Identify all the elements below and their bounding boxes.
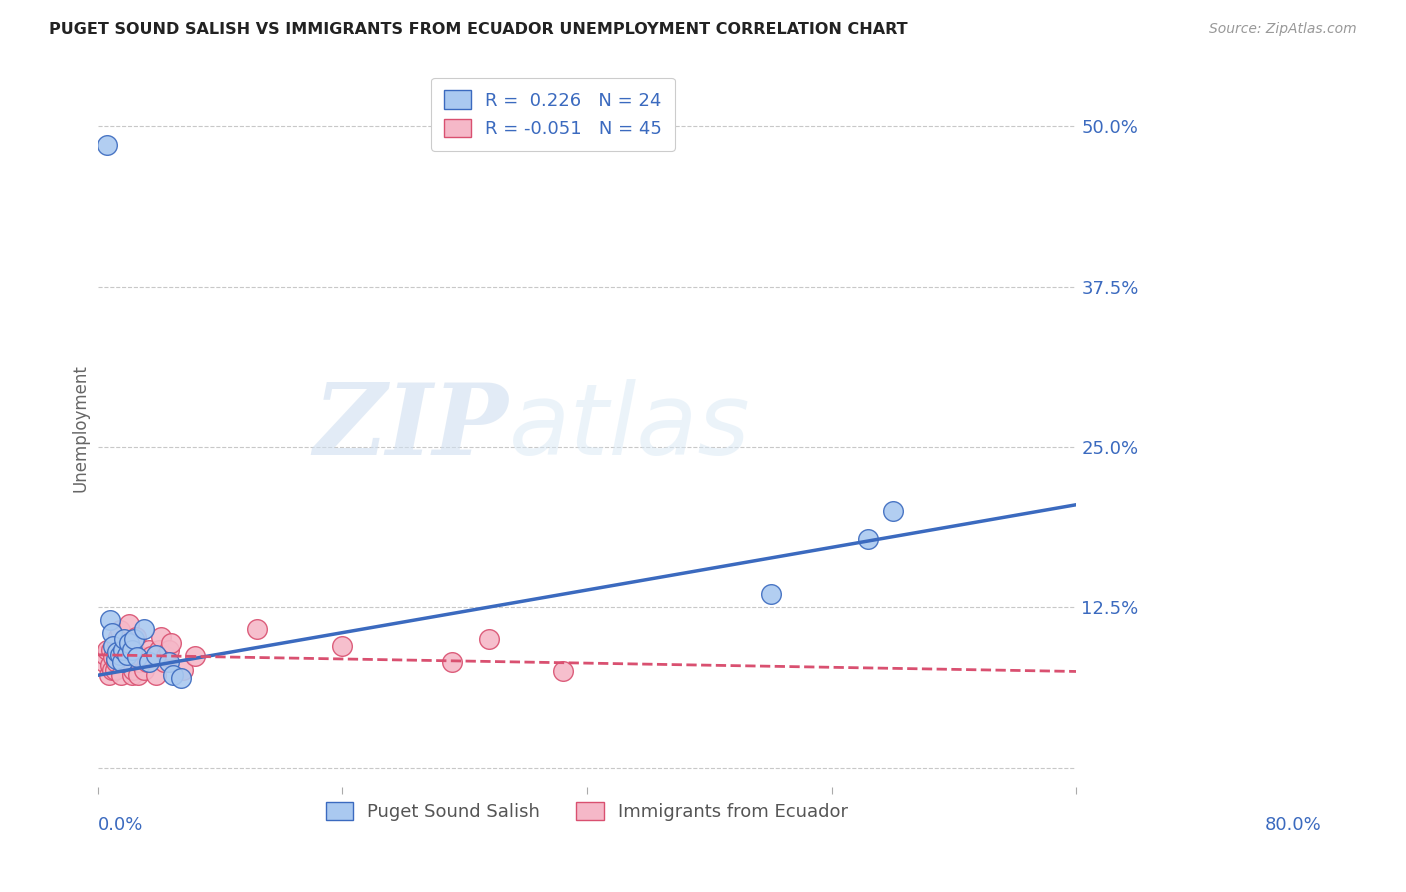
Point (101, 663, 124, 677)
Point (141, 649, 163, 664)
Point (118, 617, 141, 632)
Point (97, 668, 120, 682)
Point (124, 632, 146, 647)
Point (759, 587, 782, 601)
Point (104, 656, 127, 670)
Point (155, 649, 177, 664)
Point (858, 533, 880, 547)
Point (170, 671, 193, 685)
Point (94, 648, 117, 662)
Y-axis label: Unemployment: Unemployment (72, 364, 89, 491)
Text: 0.0%: 0.0% (97, 815, 143, 834)
Point (108, 624, 131, 638)
Point (246, 622, 269, 636)
Point (172, 663, 194, 677)
Point (101, 626, 124, 640)
Point (104, 663, 127, 677)
Point (882, 504, 904, 518)
Text: atlas: atlas (509, 379, 751, 476)
Point (138, 642, 160, 657)
Point (121, 668, 143, 682)
Point (135, 656, 157, 670)
Point (111, 656, 134, 670)
Point (441, 656, 464, 670)
Point (160, 636, 183, 650)
Point (150, 630, 173, 644)
Text: PUGET SOUND SALISH VS IMMIGRANTS FROM ECUADOR UNEMPLOYMENT CORRELATION CHART: PUGET SOUND SALISH VS IMMIGRANTS FROM EC… (49, 22, 908, 37)
Point (108, 648, 131, 662)
Point (93, 656, 115, 670)
Point (162, 668, 184, 682)
Point (103, 639, 125, 653)
Point (105, 645, 128, 659)
Point (132, 663, 155, 677)
Point (478, 632, 501, 647)
Point (115, 656, 138, 670)
Point (148, 642, 170, 657)
Point (96, 642, 118, 657)
Point (114, 642, 136, 657)
Point (110, 668, 132, 682)
Point (132, 622, 155, 636)
Point (114, 632, 136, 647)
Point (117, 649, 139, 664)
Point (107, 630, 129, 644)
Point (112, 649, 135, 664)
Point (103, 650, 125, 665)
Point (184, 649, 207, 664)
Point (129, 649, 152, 664)
Point (111, 656, 134, 670)
Point (115, 648, 138, 662)
Point (128, 656, 150, 670)
Point (112, 642, 135, 657)
Point (330, 639, 353, 653)
Point (105, 636, 128, 650)
Point (124, 630, 146, 644)
Point (157, 656, 180, 670)
Point (138, 656, 160, 670)
Point (127, 668, 149, 682)
Point (152, 656, 174, 670)
Point (551, 665, 574, 679)
Text: 80.0%: 80.0% (1264, 815, 1322, 834)
Text: Source: ZipAtlas.com: Source: ZipAtlas.com (1209, 22, 1357, 37)
Point (145, 668, 167, 682)
Point (98, 613, 121, 627)
Legend: Puget Sound Salish, Immigrants from Ecuador: Puget Sound Salish, Immigrants from Ecua… (319, 795, 855, 828)
Point (121, 642, 143, 657)
Text: ZIP: ZIP (314, 379, 509, 476)
Point (124, 642, 146, 657)
Point (157, 642, 180, 657)
Point (100, 642, 122, 657)
Point (122, 663, 145, 677)
Point (145, 648, 167, 662)
Point (125, 650, 148, 665)
Point (98, 658, 121, 673)
Point (104, 651, 127, 665)
Point (96, 138, 118, 153)
Point (118, 636, 141, 650)
